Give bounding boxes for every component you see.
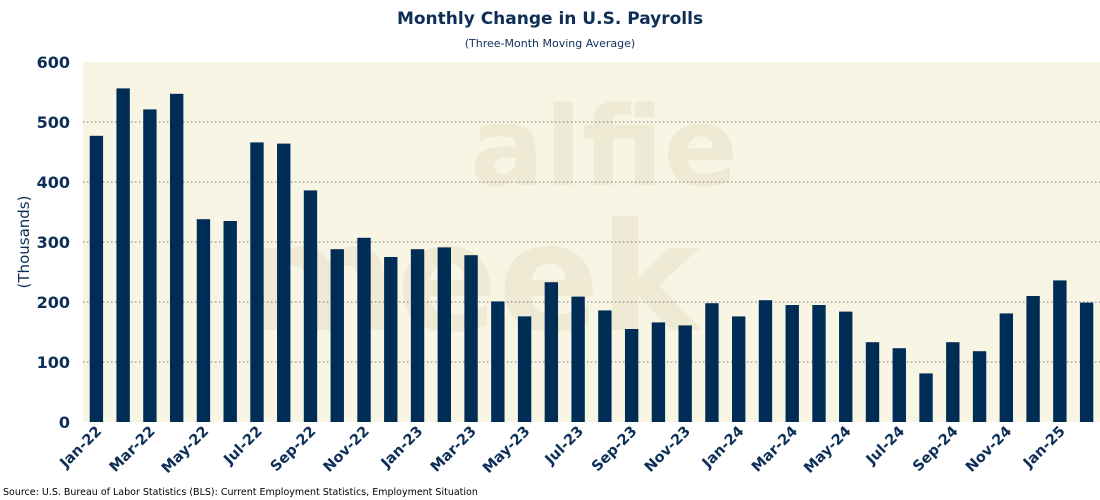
x-tick-label: Sep-23 [589, 424, 641, 476]
chart-title: Monthly Change in U.S. Payrolls [397, 9, 703, 29]
bar-jun-23 [544, 282, 559, 422]
bar-mar-24 [785, 305, 799, 422]
bar-nov-23 [678, 325, 692, 422]
bar-aug-23 [598, 310, 612, 422]
bar-dec-23 [705, 303, 719, 422]
y-tick-label: 200 [37, 293, 70, 312]
x-tick-label: Jan-25 [1020, 424, 1069, 473]
bar-dec-22 [384, 257, 398, 422]
source-note: Source: U.S. Bureau of Labor Statistics … [3, 487, 478, 498]
x-tick-label: Jul-24 [863, 424, 908, 469]
bar-jul-24 [892, 348, 906, 422]
x-tick-label: Jul-22 [221, 424, 266, 469]
x-tick-label: Sep-22 [268, 424, 320, 476]
bar-feb-22 [116, 88, 130, 423]
bar-may-23 [517, 316, 532, 422]
bar-may-24 [839, 311, 853, 422]
bar-apr-23 [491, 301, 505, 422]
x-tick-label: Jan-23 [378, 424, 427, 473]
bar-sep-24 [946, 342, 960, 422]
bar-dec-24 [1026, 296, 1040, 422]
x-tick-label: May-22 [159, 424, 212, 477]
x-tick-label: Nov-23 [642, 424, 694, 476]
y-tick-label: 400 [37, 173, 70, 192]
y-tick-label: 0 [59, 413, 70, 432]
bar-nov-22 [357, 237, 371, 422]
bar-sep-22 [303, 190, 318, 422]
y-tick-label: 300 [37, 233, 70, 252]
x-tick-label: Jan-24 [699, 424, 748, 473]
bar-oct-24 [972, 351, 987, 422]
x-tick-label: Sep-24 [910, 424, 962, 476]
bar-oct-22 [330, 249, 344, 422]
bar-feb-25 [1079, 302, 1094, 422]
y-tick-label: 100 [37, 353, 70, 372]
watermark-line1: alfie [470, 83, 738, 211]
chart-subtitle: (Three-Month Moving Average) [465, 37, 635, 50]
bar-jun-24 [865, 342, 880, 422]
bar-jul-23 [571, 296, 585, 422]
bar-jan-24 [732, 316, 746, 422]
bar-mar-22 [143, 109, 157, 423]
x-axis-ticks: Jan-22 Mar-22 May-22 Jul-22 Sep-22 Nov-22 Jan-… [57, 424, 1069, 477]
bar-jun-22 [223, 221, 237, 422]
bar-jul-22 [250, 142, 264, 422]
bar-aug-24 [919, 373, 933, 422]
x-tick-label: May-24 [801, 424, 854, 477]
x-tick-label: Nov-24 [963, 424, 1015, 476]
bars [89, 88, 1094, 423]
x-tick-label: Jul-23 [542, 424, 587, 469]
bar-may-22 [196, 219, 211, 422]
bar-feb-24 [758, 300, 773, 422]
bar-apr-22 [169, 93, 184, 423]
bar-aug-22 [277, 143, 291, 422]
y-tick-label: 500 [37, 113, 70, 132]
bar-jan-25 [1053, 280, 1067, 422]
bar-jan-23 [410, 249, 425, 422]
x-tick-label: Mar-24 [749, 424, 801, 476]
bar-mar-23 [464, 255, 478, 422]
bar-oct-23 [651, 322, 666, 422]
x-tick-label: Mar-23 [428, 424, 480, 476]
y-tick-label: 600 [37, 53, 70, 72]
bar-nov-24 [999, 313, 1014, 422]
x-tick-label: Mar-22 [107, 424, 159, 476]
bar-apr-24 [812, 305, 826, 422]
y-axis-ticks: 0 100 200 300 400 500 600 [37, 53, 70, 432]
bar-sep-23 [624, 329, 639, 422]
x-tick-label: Nov-22 [321, 424, 373, 476]
bar-feb-23 [437, 247, 451, 422]
x-tick-label: May-23 [480, 424, 533, 477]
y-axis-label: (Thousands) [15, 196, 33, 289]
bar-jan-22 [89, 135, 104, 423]
